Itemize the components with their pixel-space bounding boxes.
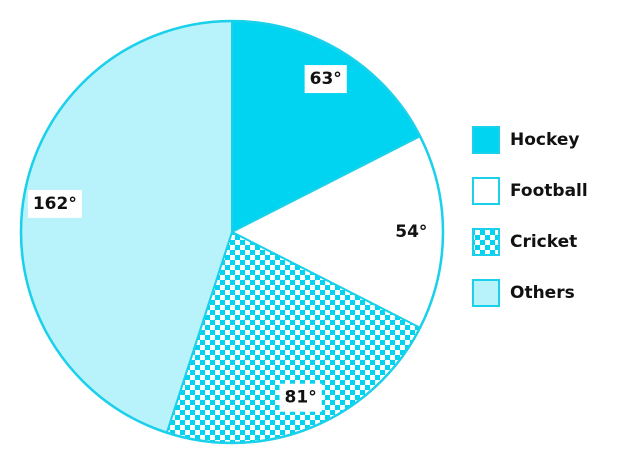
data-label: 54° (395, 222, 427, 242)
data-label-box (279, 383, 322, 412)
data-label-box (27, 189, 82, 218)
data-label-box (304, 65, 347, 94)
data-label-group: 162° (27, 189, 82, 218)
data-label-group: 81° (279, 383, 322, 412)
legend-label: Hockey (510, 130, 579, 150)
data-label: 81° (285, 388, 317, 408)
data-label: 162° (33, 194, 77, 214)
data-label-group: 54° (390, 218, 433, 246)
legend-label: Cricket (510, 232, 577, 252)
data-label-group: 63° (304, 65, 347, 94)
legend-swatch (472, 279, 500, 307)
data-label: 63° (310, 69, 342, 89)
legend-swatch (472, 228, 500, 256)
legend-swatch (472, 126, 500, 154)
pie-outline (19, 19, 445, 445)
data-label-box (390, 218, 433, 246)
legend-swatch (472, 177, 500, 205)
legend-label: Others (510, 283, 575, 303)
legend-label: Football (510, 181, 588, 201)
